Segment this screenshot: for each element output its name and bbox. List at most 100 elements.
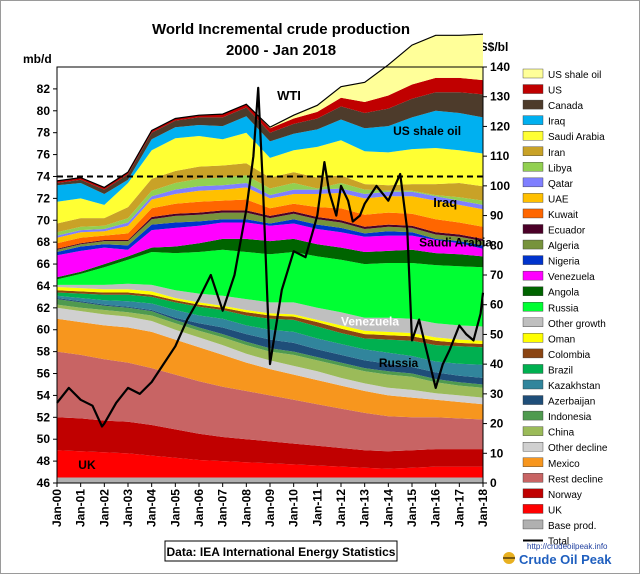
- legend-label: UAE: [548, 194, 569, 205]
- area-mexico: [57, 318, 483, 420]
- x-tick-label: Jan-15: [405, 489, 419, 527]
- annotation-saudi-arabia: Saudi Arabia: [419, 236, 492, 250]
- x-tick-label: Jan-09: [263, 489, 277, 527]
- right-tick-label: 140: [490, 60, 510, 74]
- left-tick-label: 64: [37, 279, 51, 293]
- legend-swatch: [522, 239, 544, 250]
- legend-label: Algeria: [548, 241, 580, 252]
- legend-swatch: [522, 162, 544, 172]
- legend-swatch: [522, 224, 544, 234]
- right-tick-label: 100: [490, 179, 510, 193]
- legend-label: Libya: [548, 163, 572, 174]
- legend: US shale oil US Canada Iraq Saudi Arabia Iran…: [522, 68, 608, 548]
- area-china: [57, 304, 483, 398]
- right-axis: 0 10 20 30 40 50 60 70 80 90 100 110 120 130 140: [483, 60, 510, 490]
- area-algeria: [57, 212, 483, 252]
- right-tick-label: 0: [490, 476, 497, 490]
- left-tick-label: 80: [37, 104, 51, 118]
- x-tick-label: Jan-14: [381, 489, 395, 527]
- source-note: Data: IEA International Energy Statistic…: [167, 545, 396, 559]
- area-uae: [57, 187, 483, 244]
- x-tick-label: Jan-06: [192, 489, 206, 527]
- legend-swatch: [522, 317, 544, 327]
- left-tick-label: 60: [37, 323, 51, 337]
- legend-label: Qatar: [548, 179, 574, 190]
- right-tick-label: 70: [490, 268, 504, 282]
- annotation-uk: UK: [78, 458, 96, 472]
- legend-swatch: [522, 270, 544, 281]
- x-tick-label: Jan-13: [358, 489, 372, 527]
- left-tick-label: 54: [37, 388, 51, 402]
- legend-label: UK: [548, 505, 562, 516]
- area-iraq: [57, 110, 483, 205]
- source-note-box: [164, 540, 398, 562]
- legend-label: Colombia: [548, 350, 591, 361]
- legend-swatch: [522, 286, 544, 296]
- x-tick-label: Jan-07: [216, 489, 230, 527]
- annotations: WTI US shale oil Iraq Saudi Arabia Venezuela…: [78, 88, 492, 472]
- right-tick-label: 40: [490, 357, 504, 371]
- legend-label: Kuwait: [548, 210, 578, 221]
- right-tick-label: 90: [490, 209, 504, 223]
- annotation-us-shale-oil: US shale oil: [393, 124, 461, 138]
- left-unit-label: mb/d: [23, 52, 52, 66]
- legend-swatch: [522, 115, 544, 125]
- x-tick-label: Jan-16: [429, 489, 443, 527]
- legend-label: Base prod.: [548, 521, 596, 532]
- x-tick-label: Jan-00: [50, 489, 64, 527]
- legend-label: Nigeria: [548, 257, 580, 268]
- legend-swatch: [522, 302, 544, 312]
- total-line: [56, 33, 484, 189]
- left-tick-label: 66: [37, 257, 51, 271]
- legend-swatch: [522, 442, 544, 452]
- legend-label: Saudi Arabia: [548, 132, 605, 143]
- area-kuwait: [57, 199, 483, 249]
- x-tick-label: Jan-05: [168, 489, 182, 527]
- left-tick-label: 70: [37, 213, 51, 227]
- x-tick-label: Jan-02: [97, 489, 111, 527]
- x-tick-label: Jan-03: [121, 489, 135, 527]
- legend-swatch: [522, 333, 544, 343]
- left-tick-label: 76: [37, 148, 51, 162]
- legend-label: Rest decline: [548, 474, 603, 485]
- left-tick-label: 48: [37, 454, 51, 468]
- x-tick-label: Jan-01: [74, 489, 88, 527]
- area-nigeria: [57, 219, 483, 256]
- brand-name: Crude Oil Peak: [519, 552, 612, 567]
- legend-swatch: [522, 488, 544, 499]
- legend-swatch: [522, 130, 544, 141]
- legend-swatch: [522, 99, 544, 110]
- legend-label: Mexico: [548, 459, 580, 470]
- area-venezuela: [57, 222, 483, 278]
- legend-label: Azerbaijan: [548, 397, 595, 408]
- legend-swatch: [522, 348, 544, 359]
- right-tick-label: 120: [490, 119, 510, 133]
- legend-swatch: [522, 473, 544, 483]
- chart-title-line1: World Incremental crude production: [152, 21, 410, 38]
- legend-label: Russia: [548, 303, 579, 314]
- right-tick-label: 20: [490, 417, 504, 431]
- area-russia: [57, 249, 483, 327]
- legend-swatch: [522, 504, 544, 514]
- x-tick-label: Jan-18: [476, 489, 490, 527]
- area-brazil: [57, 292, 483, 365]
- legend-swatch: [522, 84, 544, 94]
- right-tick-label: 60: [490, 298, 504, 312]
- left-tick-label: 56: [37, 367, 51, 381]
- left-tick-label: 82: [37, 82, 51, 96]
- annotation-venezuela: Venezuela: [341, 314, 399, 328]
- left-tick-label: 52: [37, 410, 51, 424]
- area-other-growth: [57, 283, 483, 341]
- right-tick-label: 10: [490, 446, 504, 460]
- legend-label: US shale oil: [548, 70, 601, 81]
- left-axis: 46 48 50 52 54 56 58 60 62 64 66 68 70 72 74 76 78 80 82: [37, 82, 57, 490]
- wti-line-group: [56, 86, 485, 428]
- legend-label: Other growth: [548, 319, 606, 330]
- legend-label: Ecuador: [548, 226, 586, 237]
- area-libya: [57, 175, 483, 236]
- annotation-russia: Russia: [379, 356, 419, 370]
- legend-swatch: [522, 519, 544, 530]
- legend-swatch: [522, 426, 544, 436]
